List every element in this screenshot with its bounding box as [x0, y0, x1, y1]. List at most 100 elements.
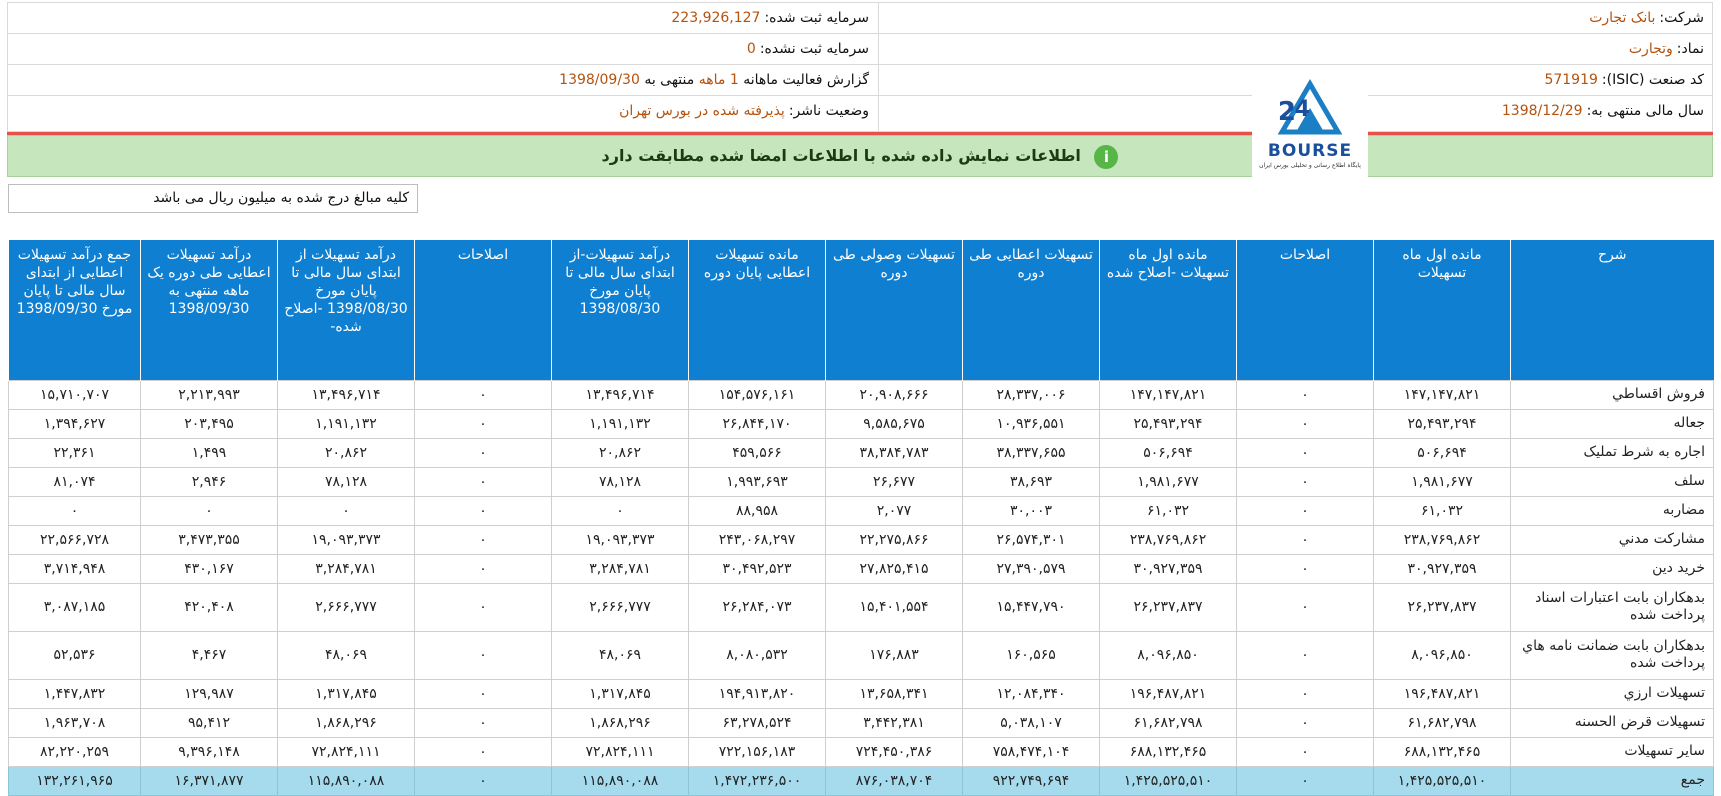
table-cell: ۱۵,۴۰۱,۵۵۴	[825, 582, 963, 632]
table-cell: ۴۲۰,۴۰۸	[140, 582, 278, 632]
table-row: فروش اقساطي ۱۴۷,۱۴۷,۸۲۱ ۰ ۱۴۷,۱۴۷,۸۲۱ ۲۸,۳۳۷…	[8, 379, 1714, 410]
row-description: تسهيلات ارزي	[1510, 678, 1714, 709]
table-cell: ۳۸,۳۳۷,۶۵۵	[962, 437, 1100, 468]
total-cell: ۱۳۲,۲۶۱,۹۶۵	[8, 765, 141, 796]
info-icon: i	[1094, 144, 1119, 169]
bourse-24-logo-icon: 2 4 BOURSE پایگاه اطلاع رسانی و تحلیلی ب…	[1259, 79, 1361, 169]
table-cell: ۱,۸۶۸,۲۹۶	[551, 707, 689, 738]
table-cell: ۶۱,۰۳۲	[1099, 495, 1237, 526]
report-period-field: گزارش فعالیت ماهانه 1 ماهه منتهی به 1398…	[559, 65, 869, 96]
symbol-value[interactable]: وتجارت	[1628, 41, 1673, 57]
table-cell: ۰	[1236, 582, 1374, 632]
table-cell: ۱۹,۰۹۳,۳۷۳	[277, 524, 415, 555]
table-cell: ۶۱,۰۳۲	[1373, 495, 1511, 526]
table-cell: ۱,۳۱۷,۸۴۵	[551, 678, 689, 709]
table-cell: ۰	[414, 707, 552, 738]
table-cell: ۰	[414, 582, 552, 632]
table-cell: ۹,۳۹۶,۱۴۸	[140, 736, 278, 767]
table-cell: ۱۵۴,۵۷۶,۱۶۱	[688, 379, 826, 410]
publisher-status-label: وضعیت ناشر:	[788, 103, 869, 119]
column-header: اصلاحات	[414, 240, 552, 380]
table-row: مضاربه ۶۱,۰۳۲ ۰ ۶۱,۰۳۲ ۳۰,۰۰۳ ۲,۰۷۷ ۸۸,۹۵۸ ۰ ۰ ۰ ۰…	[8, 495, 1714, 526]
table-cell: ۰	[140, 495, 278, 526]
table-cell: ۰	[1236, 678, 1374, 709]
table-cell: ۱۵,۷۱۰,۷۰۷	[8, 379, 141, 410]
company-info-panel: شرکت:بانک تجارت سرمایه ثبت شده:223,926,1…	[7, 2, 1713, 132]
table-cell: ۱۹۶,۴۸۷,۸۲۱	[1099, 678, 1237, 709]
table-cell: ۱,۹۹۳,۶۹۳	[688, 466, 826, 497]
table-cell: ۲۶,۵۷۴,۳۰۱	[962, 524, 1100, 555]
table-cell: ۰	[414, 524, 552, 555]
fiscal-year-value: 1398/12/29	[1501, 103, 1583, 119]
table-cell: ۰	[551, 495, 689, 526]
capital-label: سرمایه ثبت شده:	[764, 10, 869, 26]
table-cell: ۷۸,۱۲۸	[551, 466, 689, 497]
table-cell: ۸,۰۸۰,۵۳۲	[688, 630, 826, 680]
row-description: فروش اقساطي	[1510, 379, 1714, 410]
table-cell: ۲۶,۲۳۷,۸۳۷	[1099, 582, 1237, 632]
table-cell: ۲۸,۳۳۷,۰۰۶	[962, 379, 1100, 410]
table-cell: ۱,۳۱۷,۸۴۵	[277, 678, 415, 709]
total-cell: ۱۱۵,۸۹۰,۰۸۸	[277, 765, 415, 796]
row-description: ساير تسهيلات	[1510, 736, 1714, 767]
info-row: سال مالی منتهی به:1398/12/29 وضعیت ناشر:…	[8, 96, 1712, 127]
table-cell: ۲۵,۴۹۳,۲۹۴	[1373, 408, 1511, 439]
info-row: نماد:وتجارت سرمایه ثبت نشده:0	[8, 34, 1712, 65]
table-cell: ۰	[414, 437, 552, 468]
logo-text: BOURSE	[1268, 141, 1352, 161]
table-cell: ۳۰,۴۹۲,۵۲۳	[688, 553, 826, 584]
table-cell: ۱۶۰,۵۶۵	[962, 630, 1100, 680]
table-cell: ۵۰۶,۶۹۴	[1099, 437, 1237, 468]
table-cell: ۶۱,۶۸۲,۷۹۸	[1099, 707, 1237, 738]
divider	[7, 132, 1713, 135]
table-cell: ۶۸۸,۱۳۲,۴۶۵	[1373, 736, 1511, 767]
table-row: بدهکاران بابت اعتبارات اسناد پرداخت شده ۲…	[8, 582, 1714, 632]
table-row: سلف ۱,۹۸۱,۶۷۷ ۰ ۱,۹۸۱,۶۷۷ ۳۸,۶۹۳ ۲۶,۶۷۷ ۱,۹۹۳,…	[8, 466, 1714, 497]
row-description: اجاره به شرط تمليک	[1510, 437, 1714, 468]
total-cell: ۱,۴۲۵,۵۲۵,۵۱۰	[1373, 765, 1511, 796]
svg-text:4: 4	[1295, 97, 1310, 122]
capital-field: سرمایه ثبت شده:223,926,127	[671, 3, 869, 34]
column-header: درآمد تسهیلات اعطایی طی دوره یک ماهه منت…	[140, 240, 278, 380]
row-description: تسهيلات قرض الحسنه	[1510, 707, 1714, 738]
table-cell: ۰	[414, 466, 552, 497]
table-cell: ۴۳۰,۱۶۷	[140, 553, 278, 584]
logo-subtitle: پایگاه اطلاع رسانی و تحلیلی بورس ایران	[1259, 161, 1361, 169]
table-cell: ۲۶,۲۳۷,۸۳۷	[1373, 582, 1511, 632]
table-cell: ۰	[414, 495, 552, 526]
table-cell: ۲,۹۴۶	[140, 466, 278, 497]
company-value[interactable]: بانک تجارت	[1589, 10, 1656, 26]
column-header: مانده اول ماه تسهیلات	[1373, 240, 1511, 380]
table-cell: ۱۰,۹۳۶,۵۵۱	[962, 408, 1100, 439]
table-cell: ۲۳۸,۷۶۹,۸۶۲	[1099, 524, 1237, 555]
svg-text:2: 2	[1278, 97, 1296, 127]
table-cell: ۰	[414, 553, 552, 584]
table-row: اجاره به شرط تمليک ۵۰۶,۶۹۴ ۰ ۵۰۶,۶۹۴ ۳۸,۳۳۷,…	[8, 437, 1714, 468]
table-cell: ۱,۹۸۱,۶۷۷	[1373, 466, 1511, 497]
table-body: فروش اقساطي ۱۴۷,۱۴۷,۸۲۱ ۰ ۱۴۷,۱۴۷,۸۲۱ ۲۸,۳۳۷…	[8, 379, 1714, 796]
table-cell: ۴۸,۰۶۹	[277, 630, 415, 680]
table-cell: ۳,۰۸۷,۱۸۵	[8, 582, 141, 632]
total-cell: ۰	[414, 765, 552, 796]
column-header: مانده اول ماه تسهیلات -اصلاح شده	[1099, 240, 1237, 380]
table-cell: ۰	[8, 495, 141, 526]
table-cell: ۰	[1236, 437, 1374, 468]
table-cell: ۷۸,۱۲۸	[277, 466, 415, 497]
table-row: مشارکت مدني ۲۳۸,۷۶۹,۸۶۲ ۰ ۲۳۸,۷۶۹,۸۶۲ ۲۶,۵۷۴…	[8, 524, 1714, 555]
table-cell: ۳,۴۷۳,۳۵۵	[140, 524, 278, 555]
table-row: جعاله ۲۵,۴۹۳,۲۹۴ ۰ ۲۵,۴۹۳,۲۹۴ ۱۰,۹۳۶,۵۵۱ ۹,۵۸…	[8, 408, 1714, 439]
info-row: شرکت:بانک تجارت سرمایه ثبت شده:223,926,1…	[8, 3, 1712, 34]
facilities-table: شرح مانده اول ماه تسهیلات اصلاحات مانده اول…	[8, 240, 1714, 796]
table-cell: ۸۸,۹۵۸	[688, 495, 826, 526]
column-header: درآمد تسهیلات از ابتدای سال مالی تا پایا…	[277, 240, 415, 380]
bourse-logo: 2 4 BOURSE پایگاه اطلاع رسانی و تحلیلی ب…	[1252, 70, 1368, 178]
column-header: درآمد تسهیلات-از ابتدای سال مالی تا پایا…	[551, 240, 689, 380]
table-cell: ۶۳,۲۷۸,۵۲۴	[688, 707, 826, 738]
table-cell: ۲۶,۸۴۴,۱۷۰	[688, 408, 826, 439]
row-description: مضاربه	[1510, 495, 1714, 526]
table-cell: ۱۹,۰۹۳,۳۷۳	[551, 524, 689, 555]
report-months: 1 ماهه	[698, 72, 739, 88]
table-cell: ۰	[1236, 524, 1374, 555]
symbol-label: نماد:	[1676, 41, 1704, 57]
